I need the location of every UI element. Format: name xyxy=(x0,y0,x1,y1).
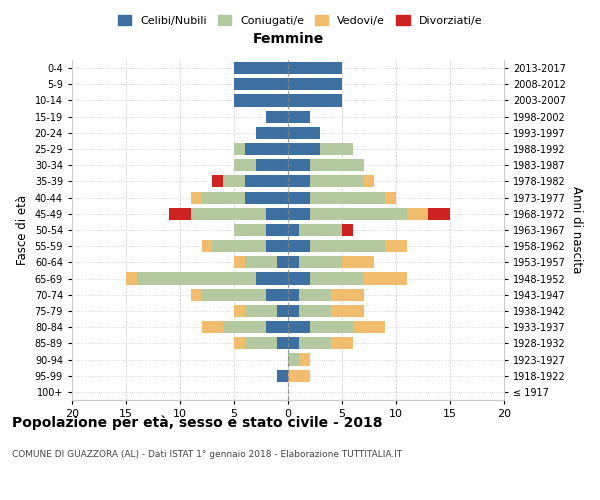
Bar xyxy=(288,110,310,122)
Bar xyxy=(364,272,407,284)
Bar xyxy=(126,272,137,284)
Text: Femmine: Femmine xyxy=(253,32,323,46)
Bar xyxy=(299,354,310,366)
Text: Popolazione per età, sesso e stato civile - 2018: Popolazione per età, sesso e stato civil… xyxy=(12,415,383,430)
Bar xyxy=(245,338,277,349)
Bar xyxy=(310,208,407,220)
Bar xyxy=(310,159,364,172)
Bar xyxy=(256,159,288,172)
Bar xyxy=(202,240,212,252)
Text: COMUNE DI GUAZZORA (AL) - Dati ISTAT 1° gennaio 2018 - Elaborazione TUTTITALIA.I: COMUNE DI GUAZZORA (AL) - Dati ISTAT 1° … xyxy=(12,450,402,459)
Bar xyxy=(310,321,353,333)
Bar xyxy=(342,256,374,268)
Bar xyxy=(245,192,288,203)
Bar xyxy=(299,338,331,349)
Bar xyxy=(342,224,353,236)
Bar xyxy=(331,288,364,301)
Bar xyxy=(310,240,385,252)
Bar xyxy=(331,305,364,317)
Bar xyxy=(331,338,353,349)
Bar xyxy=(234,159,256,172)
Bar xyxy=(288,208,310,220)
Bar xyxy=(407,208,428,220)
Bar xyxy=(234,256,245,268)
Bar xyxy=(288,62,342,74)
Bar xyxy=(169,208,191,220)
Bar xyxy=(288,94,342,106)
Y-axis label: Fasce di età: Fasce di età xyxy=(16,195,29,265)
Bar xyxy=(234,338,245,349)
Bar xyxy=(299,288,331,301)
Bar xyxy=(266,240,288,252)
Bar xyxy=(191,208,266,220)
Bar xyxy=(137,272,256,284)
Bar xyxy=(310,192,385,203)
Bar xyxy=(288,288,299,301)
Bar xyxy=(288,321,310,333)
Bar xyxy=(288,192,310,203)
Bar xyxy=(245,176,288,188)
Bar xyxy=(288,176,310,188)
Bar xyxy=(288,354,299,366)
Bar xyxy=(266,321,288,333)
Bar xyxy=(310,272,364,284)
Bar xyxy=(385,192,396,203)
Bar xyxy=(353,321,385,333)
Bar xyxy=(234,78,288,90)
Bar xyxy=(256,272,288,284)
Bar xyxy=(223,321,266,333)
Bar xyxy=(288,240,310,252)
Bar xyxy=(310,176,364,188)
Bar xyxy=(277,305,288,317)
Bar xyxy=(288,272,310,284)
Bar xyxy=(288,224,299,236)
Bar xyxy=(266,288,288,301)
Bar xyxy=(245,143,288,155)
Bar xyxy=(288,256,299,268)
Bar xyxy=(266,208,288,220)
Bar xyxy=(288,305,299,317)
Bar xyxy=(234,94,288,106)
Bar xyxy=(266,224,288,236)
Bar xyxy=(202,288,266,301)
Bar xyxy=(245,256,277,268)
Bar xyxy=(191,192,202,203)
Bar xyxy=(202,321,223,333)
Bar xyxy=(299,224,342,236)
Bar xyxy=(277,370,288,382)
Bar xyxy=(212,240,266,252)
Bar xyxy=(234,224,266,236)
Bar xyxy=(385,240,407,252)
Bar xyxy=(191,288,202,301)
Bar xyxy=(364,176,374,188)
Bar xyxy=(428,208,450,220)
Bar xyxy=(234,305,245,317)
Bar xyxy=(288,127,320,139)
Bar xyxy=(288,159,310,172)
Bar xyxy=(288,338,299,349)
Bar xyxy=(245,305,277,317)
Bar xyxy=(266,110,288,122)
Bar xyxy=(288,370,310,382)
Bar xyxy=(212,176,223,188)
Bar xyxy=(288,143,320,155)
Bar xyxy=(299,305,331,317)
Bar xyxy=(202,192,245,203)
Bar xyxy=(277,338,288,349)
Bar xyxy=(277,256,288,268)
Bar xyxy=(299,256,342,268)
Bar xyxy=(234,62,288,74)
Bar xyxy=(320,143,353,155)
Bar xyxy=(256,127,288,139)
Bar xyxy=(234,143,245,155)
Bar xyxy=(223,176,245,188)
Y-axis label: Anni di nascita: Anni di nascita xyxy=(569,186,583,274)
Legend: Celibi/Nubili, Coniugati/e, Vedovi/e, Divorziati/e: Celibi/Nubili, Coniugati/e, Vedovi/e, Di… xyxy=(113,10,487,30)
Bar xyxy=(288,78,342,90)
